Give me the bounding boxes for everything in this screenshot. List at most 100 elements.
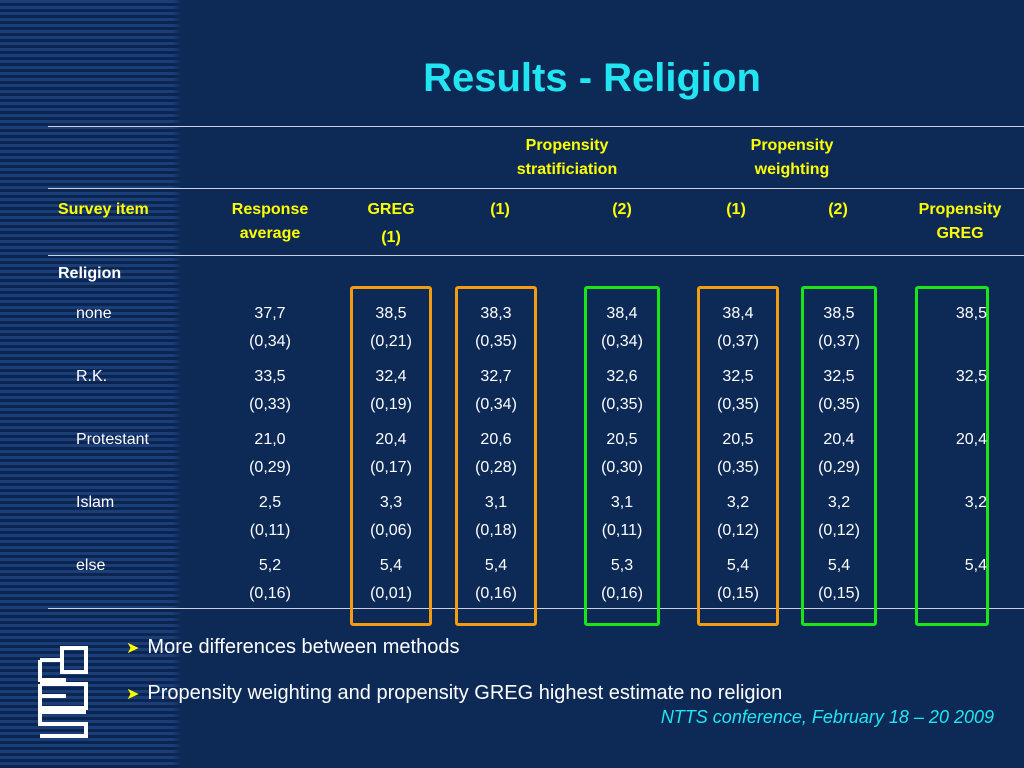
group-header-weighting: Propensity weighting — [750, 137, 834, 178]
cell-std-error: (0,01) — [370, 585, 412, 602]
col-header-survey-item: Survey item — [58, 201, 149, 218]
weight1-highlight-box — [697, 286, 779, 626]
pgreg-highlight-box — [915, 286, 989, 626]
cell-value: 32,5 — [823, 368, 855, 385]
col-header-strat2: (2) — [612, 201, 632, 218]
table-cell-w2: 5,4 (0,15) — [801, 554, 877, 606]
table-cell-s2: 32,6 (0,35) — [584, 365, 660, 417]
cell-std-error: (0,16) — [475, 585, 517, 602]
table-cell-w1: 20,5 (0,35) — [697, 428, 779, 480]
cell-value: 5,4 — [484, 557, 508, 574]
cell-std-error: (0,30) — [601, 459, 643, 476]
cell-std-error: (0,35) — [601, 396, 643, 413]
table-cell-greg: 20,4 (0,17) — [350, 428, 432, 480]
cell-std-error: (0,34) — [475, 396, 517, 413]
cell-std-error: (0,29) — [818, 459, 860, 476]
table-cell-pgreg: 20,4 — [955, 431, 987, 448]
cell-value: 5,4 — [827, 557, 851, 574]
table-cell-w1: 5,4 (0,15) — [697, 554, 779, 606]
cell-std-error: (0,16) — [601, 585, 643, 602]
cell-std-error: (0,21) — [370, 333, 412, 350]
row-label: none — [76, 305, 112, 322]
cell-value: 3,2 — [726, 494, 750, 511]
row-label: Protestant — [76, 431, 149, 448]
arrow-bullet-icon: ➤ — [126, 686, 140, 703]
table-cell-w1: 38,4 (0,37) — [697, 302, 779, 354]
col-header-greg: GREG (1) — [367, 201, 415, 246]
table-cell-w2: 20,4 (0,29) — [801, 428, 877, 480]
cell-value: 38,5 — [375, 305, 407, 322]
row-label: Islam — [76, 494, 115, 511]
table-cell-s2: 3,1 (0,11) — [584, 491, 660, 543]
table-cell-w2: 32,5 (0,35) — [801, 365, 877, 417]
cell-std-error: (0,19) — [370, 396, 412, 413]
cell-value: 2,5 — [258, 494, 282, 511]
cell-value: 37,7 — [254, 305, 286, 322]
table-rule-header — [48, 188, 1024, 189]
cell-value: 5,2 — [258, 557, 282, 574]
table-cell-greg: 5,4 (0,01) — [350, 554, 432, 606]
cell-std-error: (0,15) — [717, 585, 759, 602]
table-cell-s1: 32,7 (0,34) — [455, 365, 537, 417]
cell-value: 20,5 — [722, 431, 754, 448]
cell-std-error: (0,34) — [249, 333, 291, 350]
bullet-item: ➤ More differences between methods — [126, 636, 460, 658]
table-cell-s1: 3,1 (0,18) — [455, 491, 537, 543]
slide-title: Results - Religion — [423, 56, 761, 100]
cell-std-error: (0,28) — [475, 459, 517, 476]
table-cell-resp: 37,7 (0,34) — [220, 302, 320, 354]
table-cell-pgreg: 32,5 — [955, 368, 987, 385]
cell-value: 38,4 — [606, 305, 638, 322]
table-cell-s2: 5,3 (0,16) — [584, 554, 660, 606]
col-header-strat1: (1) — [490, 201, 510, 218]
table-cell-w2: 3,2 (0,12) — [801, 491, 877, 543]
cell-value: 5,4 — [726, 557, 750, 574]
cbs-logo — [38, 646, 88, 738]
table-cell-resp: 21,0 (0,29) — [220, 428, 320, 480]
cell-std-error: (0,33) — [249, 396, 291, 413]
cell-value: 20,6 — [480, 431, 512, 448]
col-header-response: Response average — [231, 201, 309, 242]
cell-std-error: (0,17) — [370, 459, 412, 476]
row-label: R.K. — [76, 368, 108, 385]
cell-std-error: (0,18) — [475, 522, 517, 539]
cell-value: 21,0 — [254, 431, 286, 448]
section-label: Religion — [58, 265, 122, 282]
cell-std-error: (0,37) — [818, 333, 860, 350]
table-cell-s1: 20,6 (0,28) — [455, 428, 537, 480]
greg-highlight-box — [350, 286, 432, 626]
cell-std-error: (0,15) — [818, 585, 860, 602]
table-cell-pgreg: 5,4 — [964, 557, 987, 574]
table-cell-greg: 38,5 (0,21) — [350, 302, 432, 354]
strat1-highlight-box — [455, 286, 537, 626]
col-header-pgreg: Propensity GREG — [918, 201, 1002, 242]
cell-std-error: (0,06) — [370, 522, 412, 539]
table-cell-resp: 5,2 (0,16) — [220, 554, 320, 606]
table-cell-resp: 33,5 (0,33) — [220, 365, 320, 417]
footer-conference: NTTS conference, February 18 – 20 2009 — [660, 707, 994, 727]
cell-value: 38,3 — [480, 305, 512, 322]
table-cell-w1: 3,2 (0,12) — [697, 491, 779, 543]
cell-std-error: (0,35) — [818, 396, 860, 413]
cell-std-error: (0,37) — [717, 333, 759, 350]
cell-std-error: (0,12) — [818, 522, 860, 539]
table-rule-subheader — [48, 255, 1024, 256]
table-cell-pgreg: 3,2 — [964, 494, 987, 511]
table-cell-pgreg: 38,5 — [955, 305, 987, 322]
cell-std-error: (0,12) — [717, 522, 759, 539]
weight2-highlight-box — [801, 286, 877, 626]
table-cell-s2: 38,4 (0,34) — [584, 302, 660, 354]
cell-value: 33,5 — [254, 368, 286, 385]
cell-value: 20,5 — [606, 431, 638, 448]
cell-value: 32,6 — [606, 368, 638, 385]
cell-value: 3,1 — [484, 494, 508, 511]
cell-std-error: (0,35) — [475, 333, 517, 350]
cell-value: 3,3 — [379, 494, 403, 511]
table-cell-greg: 32,4 (0,19) — [350, 365, 432, 417]
table-cell-resp: 2,5 (0,11) — [220, 491, 320, 543]
group-header-stratification: Propensity stratificiation — [516, 137, 618, 178]
cell-std-error: (0,16) — [249, 585, 291, 602]
bullet-item: ➤ Propensity weighting and propensity GRE… — [126, 682, 783, 704]
table-cell-greg: 3,3 (0,06) — [350, 491, 432, 543]
cell-value: 38,5 — [823, 305, 855, 322]
